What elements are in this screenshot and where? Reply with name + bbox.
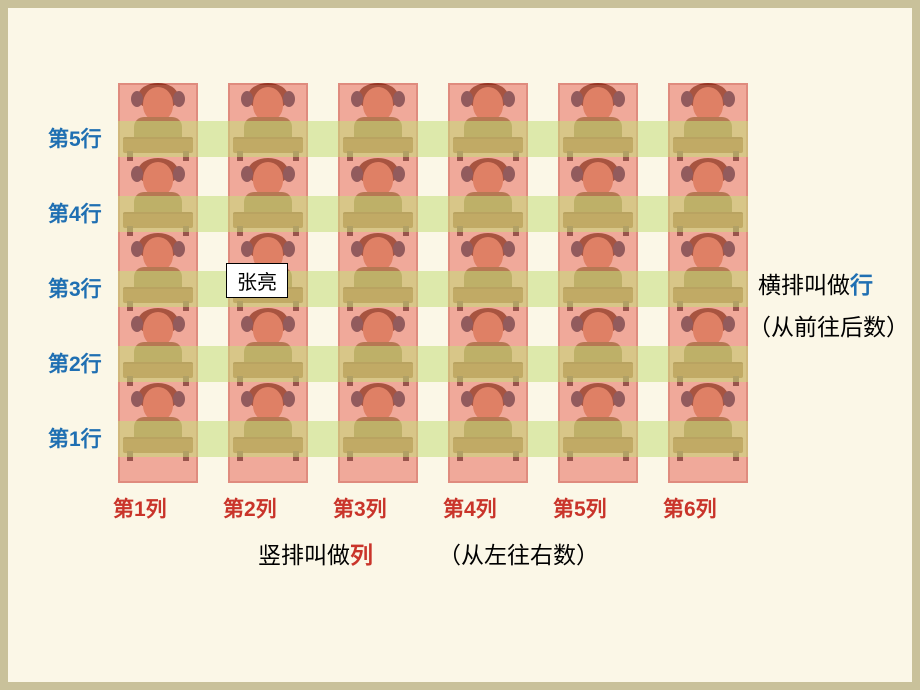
column-label: 第3列 bbox=[333, 493, 387, 523]
column-label: 第4列 bbox=[443, 493, 497, 523]
column-label: 第1列 bbox=[113, 493, 167, 523]
caption-emphasis: 列 bbox=[350, 542, 373, 568]
caption-text: （从前往后数） bbox=[748, 314, 909, 340]
right-caption-2: （从前往后数） bbox=[748, 308, 909, 342]
column-label: 第5列 bbox=[553, 493, 607, 523]
row-overlay bbox=[118, 121, 748, 157]
diagram-stage: 第1行 第2行 第3行 第4行 第5行第1列 第2列 第3列 第4列 第5列 第6列 张亮竖排叫做列… bbox=[8, 8, 912, 682]
caption-text: （从左往右数） bbox=[438, 542, 599, 568]
row-label: 第3行 bbox=[48, 273, 102, 303]
outer-frame: 第1行 第2行 第3行 第4行 第5行第1列 第2列 第3列 第4列 第5列 第6列 张亮竖排叫做列… bbox=[0, 0, 920, 690]
bottom-caption-1: 竖排叫做列 bbox=[258, 536, 373, 570]
row-label: 第1行 bbox=[48, 423, 102, 453]
caption-text: 竖排叫做 bbox=[258, 542, 350, 568]
row-label: 第4行 bbox=[48, 198, 102, 228]
column-label: 第6列 bbox=[663, 493, 717, 523]
row-label: 第2行 bbox=[48, 348, 102, 378]
caption-text: 横排叫做 bbox=[758, 272, 850, 298]
column-label: 第2列 bbox=[223, 493, 277, 523]
row-overlay bbox=[118, 346, 748, 382]
row-label: 第5行 bbox=[48, 123, 102, 153]
right-caption-1: 横排叫做行 bbox=[758, 266, 873, 300]
row-overlay bbox=[118, 421, 748, 457]
student-name-tag: 张亮 bbox=[226, 263, 288, 298]
row-overlay bbox=[118, 196, 748, 232]
caption-emphasis: 行 bbox=[850, 272, 873, 298]
bottom-caption-2: （从左往右数） bbox=[438, 536, 599, 570]
row-overlay bbox=[118, 271, 748, 307]
slide-canvas: 第1行 第2行 第3行 第4行 第5行第1列 第2列 第3列 第4列 第5列 第6列 张亮竖排叫做列… bbox=[8, 8, 912, 682]
